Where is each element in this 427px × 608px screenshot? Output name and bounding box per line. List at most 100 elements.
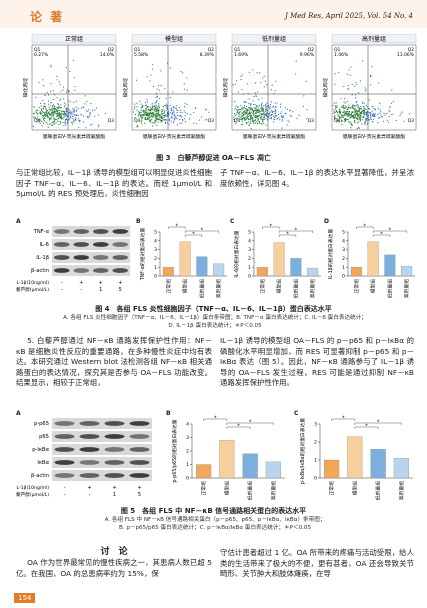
event-dot <box>155 117 157 119</box>
event-dot <box>58 106 60 108</box>
event-dot <box>207 111 210 113</box>
event-dot <box>52 104 55 106</box>
event-dot <box>241 121 243 123</box>
event-dot <box>281 120 283 122</box>
event-dot <box>149 112 151 114</box>
bar <box>393 458 409 479</box>
event-dot <box>345 118 347 120</box>
event-dot <box>172 110 174 112</box>
event-dot <box>169 118 171 120</box>
event-dot <box>359 116 361 118</box>
event-dot <box>184 114 186 117</box>
blot-label: IL-6 <box>39 242 49 248</box>
bar <box>350 267 362 277</box>
event-dot <box>172 117 174 119</box>
event-dot <box>241 88 243 91</box>
event-dot <box>133 108 136 110</box>
event-dot <box>270 101 273 103</box>
event-dot <box>32 112 35 114</box>
event-dot <box>162 106 164 108</box>
y-tick-label: 2 <box>314 440 317 446</box>
event-dot <box>137 115 139 117</box>
treatment-mark: - <box>89 492 91 498</box>
blot-band <box>104 473 125 478</box>
event-dot <box>63 106 66 108</box>
significance-label: * <box>380 232 383 238</box>
event-dot <box>69 113 72 115</box>
event-dot <box>286 124 288 126</box>
event-dot <box>71 112 73 114</box>
event-dot <box>183 82 185 85</box>
event-dot <box>165 119 167 121</box>
panel-letter: C <box>294 410 299 417</box>
event-dot <box>237 106 239 108</box>
event-dot <box>271 84 273 86</box>
event-dot <box>338 72 340 74</box>
event-dot <box>61 112 63 115</box>
blot-band <box>104 460 125 465</box>
event-dot <box>150 74 152 76</box>
event-dot <box>69 70 71 73</box>
x-tick-label: 高剂量组 <box>403 279 410 298</box>
event-dot <box>262 110 264 113</box>
blot-band <box>79 460 100 465</box>
event-dot <box>57 117 60 120</box>
blot-band <box>54 421 75 426</box>
event-dot <box>40 108 42 110</box>
event-dot <box>263 112 265 114</box>
event-dot <box>335 102 337 104</box>
event-dot <box>94 115 96 117</box>
event-dot <box>140 103 142 105</box>
event-dot <box>281 116 284 119</box>
x-tick-label: 低剂量组 <box>247 481 254 500</box>
event-dot <box>260 114 263 116</box>
significance-bracket <box>278 234 297 237</box>
significance-label: * <box>176 224 179 230</box>
event-dot <box>239 116 241 118</box>
blot-band <box>104 447 125 452</box>
event-dot <box>339 109 341 111</box>
y-axis-label: 碘化丙啶 <box>222 78 229 97</box>
event-dot <box>169 96 172 99</box>
y-tick-label: 5 <box>342 230 345 236</box>
event-dot <box>337 115 339 117</box>
event-dot <box>45 114 47 117</box>
event-dot <box>173 120 175 122</box>
event-dot <box>384 114 386 116</box>
blot-band <box>112 242 129 247</box>
event-dot <box>53 122 55 124</box>
event-dot <box>62 121 64 123</box>
event-dot <box>249 104 251 106</box>
event-dot <box>33 106 35 108</box>
event-dot <box>339 110 341 112</box>
event-dot <box>295 73 297 75</box>
event-dot <box>37 116 39 118</box>
event-dot <box>364 121 366 124</box>
event-dot <box>276 114 278 117</box>
blot-band <box>54 447 75 452</box>
event-dot <box>262 108 265 110</box>
event-dot <box>360 115 362 117</box>
event-dot <box>365 119 367 121</box>
event-dot <box>149 121 151 123</box>
event-dot <box>334 105 337 107</box>
event-dot <box>280 103 282 105</box>
event-dot <box>52 105 54 107</box>
event-dot <box>140 111 142 114</box>
blot-strip <box>52 470 152 481</box>
event-dot <box>244 101 246 103</box>
significance-label: * <box>295 228 298 234</box>
event-dot <box>155 114 157 116</box>
event-dot <box>132 111 135 113</box>
event-dot <box>173 111 175 113</box>
event-dot <box>270 89 273 91</box>
event-dot <box>36 117 38 120</box>
significance-bracket <box>356 226 374 229</box>
treatment-mark: - <box>61 287 63 293</box>
event-dot <box>58 81 60 83</box>
event-dot <box>74 85 76 88</box>
event-dot <box>245 122 247 124</box>
event-dot <box>49 111 51 113</box>
event-dot <box>339 108 341 110</box>
y-axis-label: 碘化丙啶 <box>22 78 29 97</box>
